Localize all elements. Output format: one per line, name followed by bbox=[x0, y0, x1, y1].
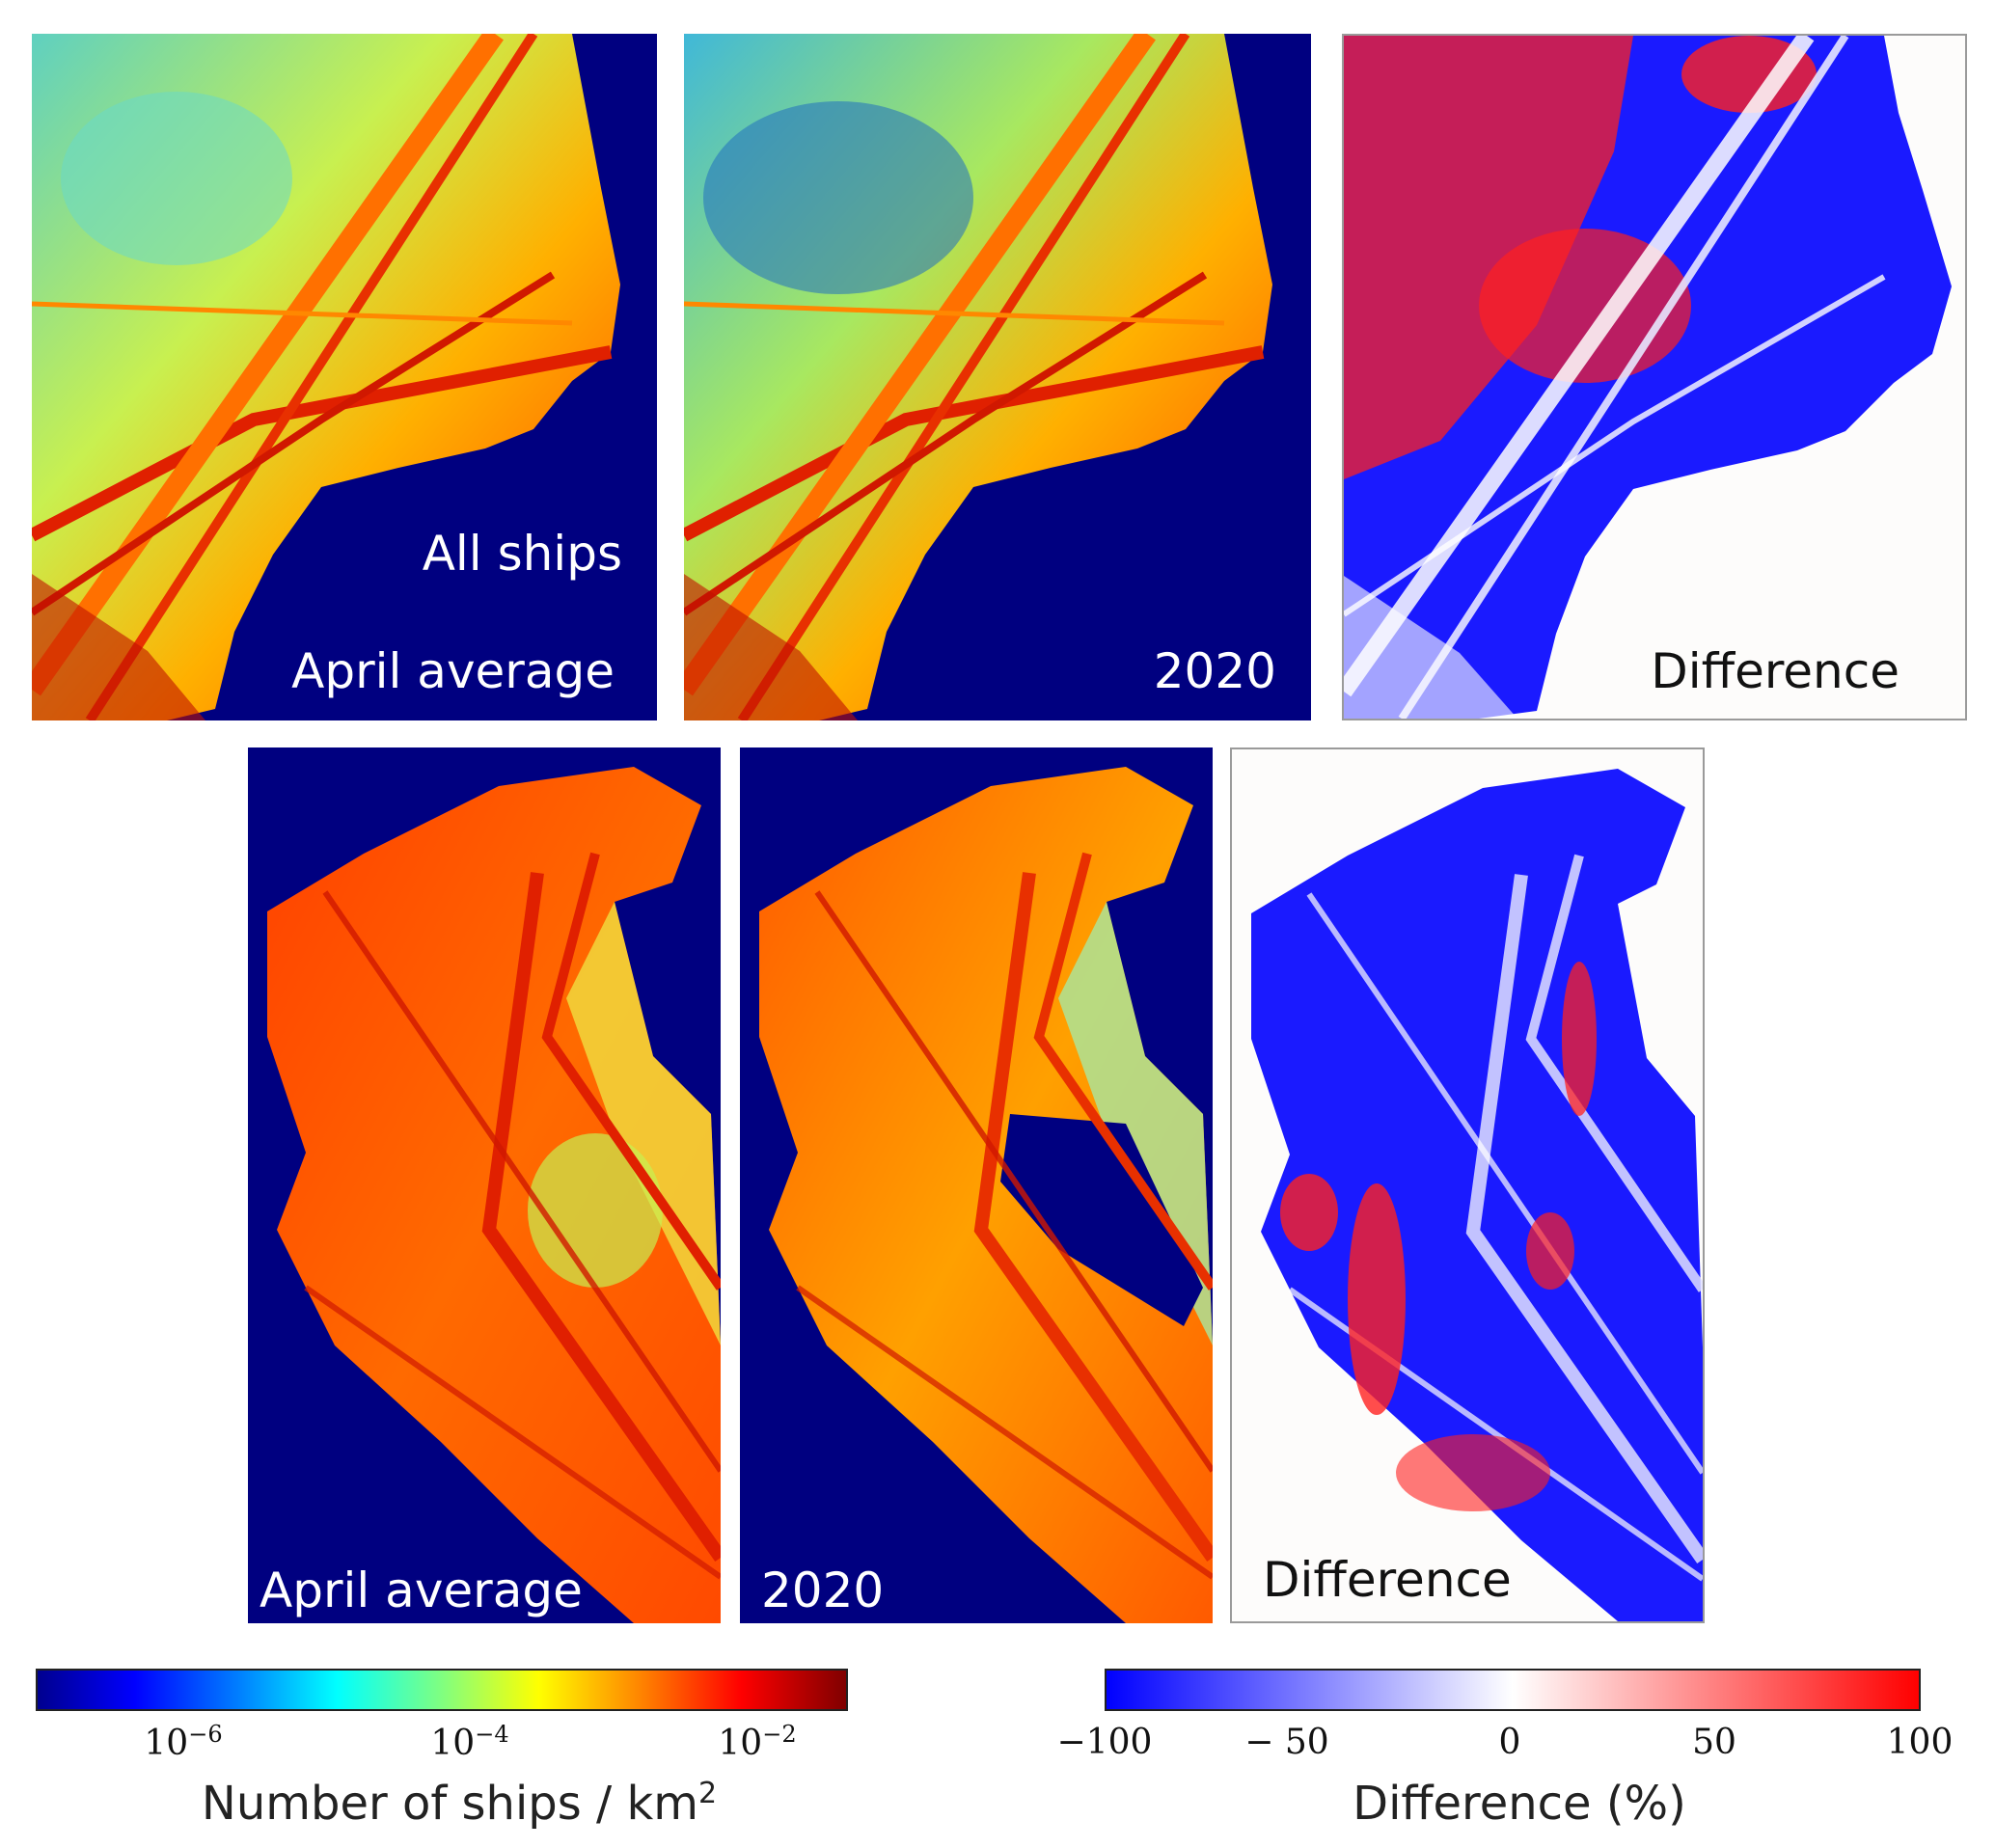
difference-tick-50: 50 bbox=[1692, 1723, 1736, 1762]
bottom-april-average-map: April average bbox=[248, 747, 721, 1623]
difference-colorbar-title: Difference (%) bbox=[1353, 1777, 1686, 1831]
top-panel-difference-label: Difference bbox=[1651, 643, 1899, 699]
density-tick-1e-6: 10−6 bbox=[144, 1721, 223, 1763]
bottom-panel-2020-label: 2020 bbox=[761, 1563, 885, 1618]
bottom-2020-map: 2020 bbox=[740, 747, 1213, 1623]
top-panel-april-average-label: April average bbox=[291, 643, 615, 699]
bottom-difference-heatmap bbox=[1251, 769, 1703, 1621]
density-colorbar-title: Number of ships / km2 bbox=[201, 1777, 718, 1831]
difference-tick-0: 0 bbox=[1498, 1723, 1521, 1762]
bottom-panel-difference-label: Difference bbox=[1263, 1552, 1512, 1608]
top-difference-map: Difference bbox=[1342, 34, 1967, 720]
top-april-average-heatmap bbox=[32, 34, 620, 720]
bottom-panel-april-average-label: April average bbox=[260, 1563, 583, 1618]
top-2020-heatmap bbox=[684, 34, 1272, 720]
difference-tick-minus-100: −100 bbox=[1056, 1723, 1153, 1762]
density-colorbar bbox=[36, 1669, 848, 1711]
bottom-april-average-heatmap bbox=[267, 767, 721, 1623]
top-2020-map: 2020 bbox=[684, 34, 1311, 720]
density-tick-1e-2: 10−2 bbox=[718, 1721, 797, 1763]
top-panel-2020-label: 2020 bbox=[1153, 643, 1276, 699]
difference-tick-minus-50: − 50 bbox=[1244, 1723, 1329, 1762]
difference-colorbar bbox=[1105, 1669, 1921, 1711]
density-tick-1e-4: 10−4 bbox=[430, 1721, 509, 1763]
top-april-average-map: All ships April average bbox=[32, 34, 657, 720]
bottom-difference-map: Difference bbox=[1230, 747, 1705, 1623]
difference-tick-100: 100 bbox=[1886, 1723, 1954, 1762]
top-difference-heatmap bbox=[1344, 36, 1952, 719]
top-panel-all-ships-label: All ships bbox=[422, 526, 622, 582]
bottom-2020-heatmap bbox=[759, 767, 1213, 1623]
